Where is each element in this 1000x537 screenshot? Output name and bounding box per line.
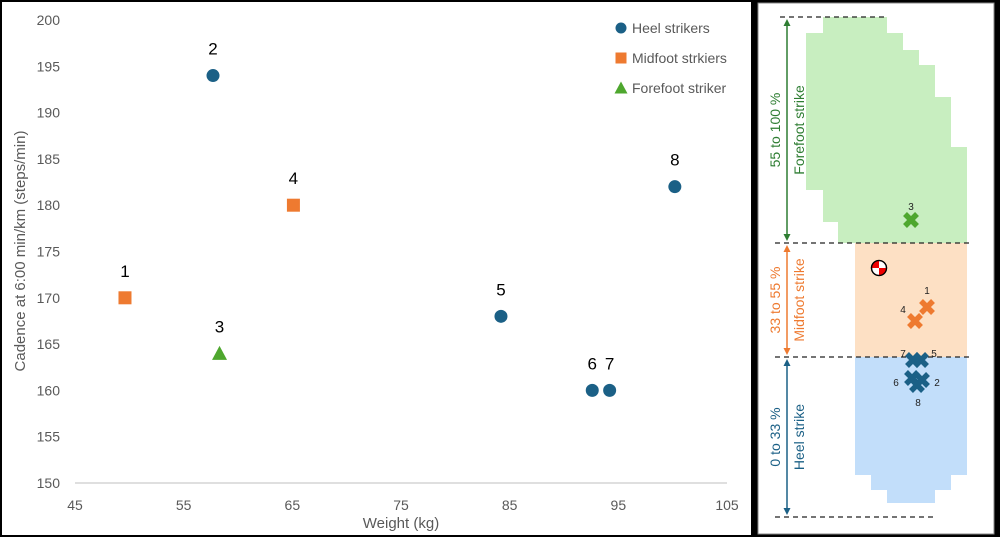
data-point: [118, 291, 132, 305]
strike-marker-label: 4: [900, 305, 906, 316]
strike-marker-label: 7: [900, 349, 906, 360]
x-tick-label: 55: [176, 497, 192, 513]
data-point: [615, 52, 627, 64]
y-tick-label: 165: [37, 336, 61, 352]
y-tick-label: 170: [37, 290, 61, 306]
data-point: [286, 198, 300, 212]
data-point: [585, 383, 599, 397]
data-point: [494, 309, 508, 323]
data-label: 3: [215, 317, 224, 336]
footprint-diagram: 55 to 100 % Forefoot strike 33 to 55 % Midf…: [767, 16, 970, 518]
forefoot-zone: [806, 17, 967, 243]
data-label: 1: [120, 262, 129, 281]
y-tick-label: 185: [37, 151, 61, 167]
strike-marker: 8: [909, 377, 925, 409]
y-tick-label: 150: [37, 475, 61, 491]
y-tick-label: 175: [37, 244, 61, 260]
arrow-head-icon: [783, 348, 791, 355]
strike-marker: 3: [903, 202, 919, 228]
data-point: [206, 69, 220, 83]
x-axis-label: Weight (kg): [363, 515, 439, 532]
data-label: 7: [605, 354, 614, 373]
zone-name-label: Midfoot strike: [791, 258, 807, 341]
y-tick-label: 180: [37, 197, 61, 213]
arrow-head-icon: [783, 19, 791, 26]
y-axis-label: Cadence at 6:00 min/km (steps/min): [12, 131, 29, 372]
midfoot-zone: [855, 243, 967, 357]
legend-entry: Forefoot striker: [632, 80, 726, 96]
data-label: 2: [208, 40, 217, 59]
legend-entry: Heel strikers: [632, 20, 710, 36]
y-tick-label: 160: [37, 382, 61, 398]
data-point: [668, 180, 682, 194]
center-of-mass-icon: [870, 259, 888, 277]
y-tick-label: 155: [37, 429, 61, 445]
strike-marker: 5: [913, 349, 937, 368]
strike-marker: 1: [919, 286, 935, 315]
strike-marker-label: 3: [908, 202, 914, 213]
zone-range-label: 0 to 33 %: [767, 407, 783, 466]
zone-range-label: 55 to 100 %: [767, 93, 783, 168]
data-point: [615, 22, 627, 34]
strike-marker-label: 2: [934, 378, 940, 389]
zone-range-label: 33 to 55 %: [767, 267, 783, 334]
data-label: 8: [670, 151, 679, 170]
data-point: [603, 383, 617, 397]
data-point: [614, 81, 628, 94]
arrow-head-icon: [783, 508, 791, 515]
heel-zone: [855, 357, 967, 503]
legend-entry: Midfoot strkiers: [632, 50, 727, 66]
strike-marker-label: 1: [924, 286, 930, 297]
zone-name-label: Forefoot strike: [791, 85, 807, 175]
y-tick-label: 200: [37, 12, 61, 28]
arrow-head-icon: [783, 234, 791, 241]
x-tick-label: 105: [715, 497, 739, 513]
strike-marker-label: 8: [915, 398, 921, 409]
arrow-head-icon: [783, 245, 791, 252]
x-tick-label: 95: [611, 497, 627, 513]
x-tick-label: 75: [393, 497, 409, 513]
legend: Heel strikers Midfoot strkiers Forefoot st…: [614, 20, 727, 96]
data-point: [212, 345, 228, 360]
x-tick-label: 45: [67, 497, 83, 513]
arrow-head-icon: [783, 359, 791, 366]
strike-marker-label: 6: [893, 378, 899, 389]
zone-name-label: Heel strike: [791, 404, 807, 470]
data-label: 6: [588, 354, 597, 373]
chart-panel: [2, 2, 751, 535]
data-label: 5: [496, 280, 505, 299]
strike-marker: 4: [900, 305, 923, 329]
x-tick-label: 85: [502, 497, 518, 513]
strike-marker-label: 5: [931, 349, 937, 360]
x-tick-label: 65: [285, 497, 301, 513]
y-tick-label: 195: [37, 58, 61, 74]
y-tick-label: 190: [37, 105, 61, 121]
data-label: 4: [289, 169, 298, 188]
